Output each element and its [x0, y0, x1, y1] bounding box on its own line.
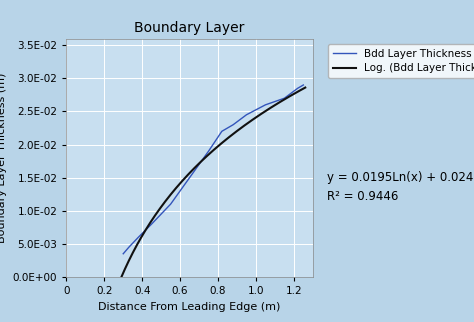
Log. (Bdd Layer Thickness) — [141, 232, 146, 235]
Log. (Bdd Layer Thickness) — [252, 116, 258, 120]
Log. (Bdd Layer Thickness) — [191, 166, 197, 170]
Bdd Layer Thickness — [120, 252, 126, 256]
Bdd Layer Thickness — [301, 83, 306, 87]
Bdd Layer Thickness — [126, 245, 132, 249]
Title: Boundary Layer: Boundary Layer — [135, 21, 245, 35]
Bdd Layer Thickness — [295, 86, 301, 90]
Log. (Bdd Layer Thickness) — [251, 117, 257, 121]
Line: Log. (Bdd Layer Thickness): Log. (Bdd Layer Thickness) — [121, 88, 305, 277]
Bdd Layer Thickness — [230, 123, 236, 127]
Log. (Bdd Layer Thickness) — [234, 129, 240, 133]
Log. (Bdd Layer Thickness) — [118, 275, 124, 279]
Bdd Layer Thickness — [149, 222, 155, 226]
Legend: Bdd Layer Thickness, Log. (Bdd Layer Thickness): Bdd Layer Thickness, Log. (Bdd Layer Thi… — [328, 44, 474, 79]
Bdd Layer Thickness — [136, 235, 141, 239]
Text: y = 0.0195Ln(x) + 0.0241
R² = 0.9446: y = 0.0195Ln(x) + 0.0241 R² = 0.9446 — [327, 171, 474, 203]
Log. (Bdd Layer Thickness) — [302, 86, 308, 90]
Bdd Layer Thickness — [282, 96, 287, 100]
Bdd Layer Thickness — [187, 176, 192, 180]
Bdd Layer Thickness — [263, 103, 268, 107]
Bdd Layer Thickness — [219, 129, 225, 133]
Y-axis label: Boundary Layer Thickness (m): Boundary Layer Thickness (m) — [0, 72, 7, 243]
Bdd Layer Thickness — [168, 202, 173, 206]
X-axis label: Distance From Leading Edge (m): Distance From Leading Edge (m) — [99, 301, 281, 311]
Bdd Layer Thickness — [206, 149, 211, 153]
Line: Bdd Layer Thickness: Bdd Layer Thickness — [123, 85, 303, 254]
Log. (Bdd Layer Thickness) — [178, 180, 184, 184]
Bdd Layer Thickness — [244, 113, 249, 117]
